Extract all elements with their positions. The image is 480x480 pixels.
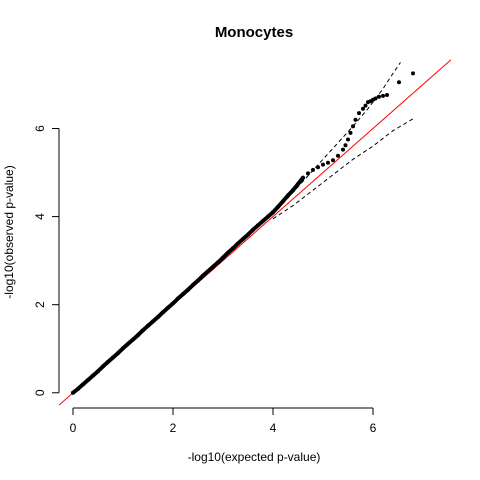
qq-point — [71, 390, 75, 395]
x-tick-label: 0 — [70, 421, 77, 435]
qq-point — [196, 278, 200, 283]
qq-point — [385, 93, 389, 97]
qq-point — [161, 310, 165, 315]
qq-point — [251, 227, 255, 232]
chart-title: Monocytes — [215, 24, 293, 41]
qq-point — [343, 143, 348, 148]
y-axis: 0 2 4 6 — [33, 125, 60, 396]
qq-point — [321, 162, 325, 167]
qq-point — [121, 346, 125, 351]
qq-point — [266, 214, 270, 219]
qq-point — [106, 359, 110, 364]
x-axis: 0 2 4 6 — [70, 407, 377, 435]
qq-point — [166, 305, 170, 310]
qq-point — [346, 137, 350, 142]
qq-point — [206, 269, 210, 274]
qq-point — [411, 71, 415, 76]
qq-point — [126, 341, 130, 346]
qq-point — [271, 210, 275, 215]
qq-point — [336, 153, 340, 158]
qq-point — [363, 103, 368, 108]
qq-point — [131, 337, 135, 342]
qq-point — [341, 147, 345, 152]
plot-area — [59, 59, 451, 406]
qq-point — [351, 124, 355, 129]
qq-point — [236, 241, 240, 246]
x-tick-label: 2 — [170, 421, 177, 435]
qq-point — [373, 96, 378, 101]
y-tick-label: 2 — [33, 301, 47, 308]
qq-point — [141, 328, 145, 333]
x-axis-label: -log10(expected p-value) — [188, 450, 321, 464]
qq-point — [176, 296, 180, 301]
qq-point — [181, 292, 185, 297]
y-axis-label: -log10(observed p-value) — [2, 165, 16, 298]
qq-point — [91, 373, 95, 378]
qq-point — [156, 315, 160, 319]
qq-point — [311, 167, 315, 172]
qq-point — [216, 260, 220, 265]
qq-point — [76, 386, 80, 391]
envelope-lower — [272, 118, 414, 220]
qq-point — [86, 378, 90, 382]
qq-point — [246, 232, 250, 237]
qq-point — [116, 351, 120, 356]
qq-point — [331, 158, 335, 163]
qq-point — [191, 282, 195, 287]
qq-point — [276, 204, 280, 209]
y-tick-label: 6 — [33, 125, 47, 132]
y-tick-label: 4 — [33, 213, 47, 220]
qq-point — [261, 219, 265, 223]
x-tick-label: 4 — [270, 421, 277, 435]
qq-point — [301, 175, 305, 180]
qq-point — [186, 287, 190, 292]
qq-point — [226, 250, 230, 255]
qq-point — [348, 130, 353, 135]
qq-point — [381, 93, 385, 98]
qq-point — [316, 165, 320, 170]
qq-point — [256, 223, 260, 228]
qq-point — [296, 182, 300, 186]
qq-point — [136, 333, 140, 338]
qq-point — [171, 301, 175, 306]
qq-point — [353, 117, 358, 122]
qq-point — [291, 188, 295, 193]
qq-point — [221, 255, 225, 260]
qq-point — [306, 171, 310, 176]
qq-point — [111, 355, 115, 360]
qq-point — [361, 106, 365, 111]
qq-point — [101, 364, 105, 369]
qq-point — [151, 319, 155, 324]
y-tick-label: 0 — [33, 389, 47, 396]
qq-point — [81, 382, 85, 387]
x-tick-label: 6 — [370, 421, 377, 435]
qq-point — [397, 80, 401, 85]
qq-point — [241, 237, 245, 241]
qq-point — [377, 94, 381, 99]
qq-point — [357, 111, 361, 116]
qq-point — [231, 246, 235, 251]
qq-point — [326, 160, 330, 165]
qq-point — [96, 369, 100, 374]
qq-point — [146, 323, 150, 328]
qq-point — [281, 199, 285, 204]
qq-point — [201, 273, 205, 278]
qq-point — [211, 264, 215, 269]
qq-point — [286, 193, 290, 198]
